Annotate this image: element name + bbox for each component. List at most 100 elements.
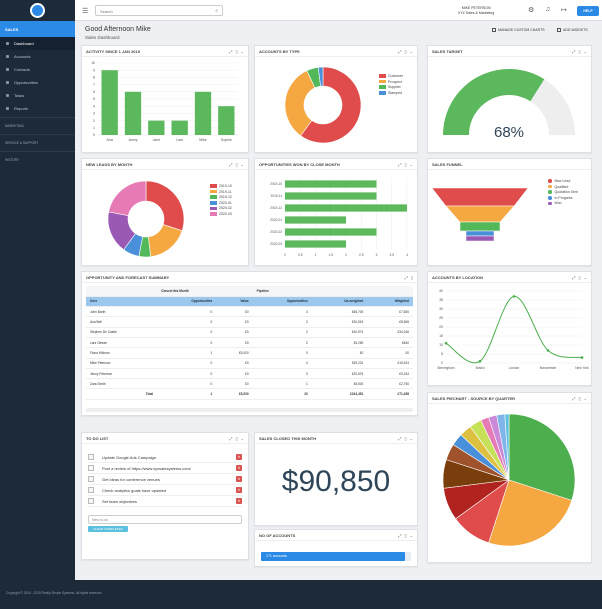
help-button[interactable]: HELP xyxy=(577,6,599,16)
search-input[interactable]: Search ⌕ xyxy=(95,5,223,16)
x-tick-label: Sophie xyxy=(221,138,232,142)
funnel-stage xyxy=(431,187,529,207)
sidebar-item-accounts[interactable]: Accounts xyxy=(0,50,75,63)
delete-icon[interactable]: ▯ xyxy=(235,435,238,441)
delete-icon[interactable]: ▯ xyxy=(404,435,407,441)
logo[interactable] xyxy=(0,0,75,21)
add-widgets-button[interactable]: ADD WIDGETS xyxy=(557,28,588,32)
new-todo-input[interactable]: New to-do xyxy=(88,515,242,524)
todo-checkbox[interactable] xyxy=(88,476,94,482)
sidebar-item-contacts[interactable]: Contacts xyxy=(0,63,75,76)
trash-icon[interactable]: ✕ xyxy=(236,487,242,493)
table-cell: Ana Bell xyxy=(86,316,158,328)
y-tick-label: 1 xyxy=(93,126,95,130)
sidebar-item-reports[interactable]: Reports xyxy=(0,102,75,115)
table-row: Stephen De Castle 0 £0 2 £40,974 £34,166 xyxy=(86,327,413,338)
data-point xyxy=(444,341,448,345)
expand-icon[interactable]: ⤢ xyxy=(398,532,402,538)
panel-title: ACTIVITY SINCE 1 JAN 2019 xyxy=(86,48,140,54)
expand-icon[interactable]: ⤢ xyxy=(229,161,233,167)
expand-icon[interactable]: ⤢ xyxy=(404,274,408,280)
legend-label: 2020-02 xyxy=(219,206,232,211)
search-icon[interactable]: ⌕ xyxy=(215,8,218,14)
chevron-down-icon[interactable]: ⌄ xyxy=(409,435,413,441)
accounts-type-chart xyxy=(284,66,362,144)
chevron-down-icon[interactable]: ⌄ xyxy=(240,161,244,167)
legend-label: Won xyxy=(554,201,562,206)
todo-item[interactable]: Check analytics goals have updated ✕ xyxy=(88,485,242,496)
todo-item[interactable]: Update Google Ads Campaign ✕ xyxy=(88,452,242,463)
y-tick-label: 10 xyxy=(91,61,95,65)
table-cell: 1 xyxy=(157,347,217,359)
sidebar-section-history[interactable]: HISTORY xyxy=(0,151,75,168)
menu-icon[interactable]: ☰ xyxy=(82,8,89,15)
expand-icon[interactable]: ⤢ xyxy=(229,48,233,54)
trash-icon[interactable]: ✕ xyxy=(236,465,242,471)
chevron-down-icon[interactable]: ⌄ xyxy=(409,532,413,538)
forecast-table-wrap: Closed this Month Pipeline User Opportunit… xyxy=(82,283,417,403)
notification-bell-icon[interactable]: ♫ xyxy=(545,6,551,13)
todo-item[interactable]: Get ideas for conference venues ✕ xyxy=(88,474,242,485)
expand-icon[interactable]: ⤢ xyxy=(398,161,402,167)
chevron-down-icon[interactable]: ⌄ xyxy=(583,48,587,54)
delete-icon[interactable]: ▯ xyxy=(578,274,581,280)
delete-icon[interactable]: ▯ xyxy=(578,395,581,401)
expand-icon[interactable]: ⤢ xyxy=(398,435,402,441)
sidebar-item-dashboard[interactable]: Dashboard xyxy=(0,37,75,50)
table-cell: 0 xyxy=(252,347,312,359)
sidebar-item-tasks[interactable]: Tasks xyxy=(0,89,75,102)
table-cell: £0 xyxy=(311,347,368,359)
clear-completed-button[interactable]: CLEAR COMPLETED xyxy=(88,526,128,532)
todo-checkbox[interactable] xyxy=(88,454,94,460)
y-tick-label: 2 xyxy=(93,119,95,123)
todo-item[interactable]: Post a review of https://www.xyzsalesyst… xyxy=(88,463,242,474)
chevron-down-icon[interactable]: ⌄ xyxy=(240,48,244,54)
funnel-stage xyxy=(445,205,515,223)
delete-icon[interactable]: ▯ xyxy=(410,274,413,280)
user-info[interactable]: MIKE PETERSON XYZ Sales & Marketing xyxy=(458,6,494,15)
settings-icon[interactable]: ⚙ xyxy=(528,7,535,14)
sidebar-item-opportunities[interactable]: Opportunities xyxy=(0,76,75,89)
todo-item[interactable]: Set team objectives ✕ xyxy=(88,496,242,507)
delete-icon[interactable]: ▯ xyxy=(404,161,407,167)
y-tick-label: 15 xyxy=(439,334,443,338)
expand-icon[interactable]: ⤢ xyxy=(572,48,576,54)
chevron-down-icon[interactable]: ⌄ xyxy=(583,274,587,280)
todo-checkbox[interactable] xyxy=(88,498,94,504)
sidebar-section-marketing[interactable]: MARKETING xyxy=(0,117,75,134)
horizontal-scrollbar[interactable] xyxy=(86,408,413,412)
delete-icon[interactable]: ▯ xyxy=(235,161,238,167)
delete-icon[interactable]: ▯ xyxy=(404,48,407,54)
legend-label: 2019-12 xyxy=(219,195,232,200)
trash-icon[interactable]: ✕ xyxy=(236,498,242,504)
sales-source-pie-chart xyxy=(442,413,576,547)
new-leads-slice xyxy=(145,180,185,232)
sidebar-section-service[interactable]: SERVICE & SUPPORT xyxy=(0,134,75,151)
sales-piechart-panel: SALES PIECHART - SOURCE BY QUARTER ⤢ ▯ ⌄ xyxy=(427,392,592,563)
chevron-down-icon[interactable]: ⌄ xyxy=(409,48,413,54)
logout-icon[interactable]: ↦ xyxy=(561,7,567,14)
expand-icon[interactable]: ⤢ xyxy=(229,435,233,441)
new-leads-slice xyxy=(147,224,183,258)
todo-label: Get ideas for conference venues xyxy=(102,476,160,482)
chevron-down-icon[interactable]: ⌄ xyxy=(583,395,587,401)
delete-icon[interactable]: ▯ xyxy=(404,532,407,538)
todo-checkbox[interactable] xyxy=(88,465,94,471)
trash-icon[interactable]: ✕ xyxy=(236,476,242,482)
accounts-type-slice xyxy=(317,66,324,87)
expand-icon[interactable]: ⤢ xyxy=(398,48,402,54)
delete-icon[interactable]: ▯ xyxy=(235,48,238,54)
table-cell: £0 xyxy=(216,306,253,318)
x-tick-label: Jami xyxy=(153,138,161,142)
trash-icon[interactable]: ✕ xyxy=(236,454,242,460)
delete-icon[interactable]: ▯ xyxy=(578,48,581,54)
todo-checkbox[interactable] xyxy=(88,487,94,493)
y-tick-label: 0 xyxy=(441,361,443,365)
chevron-down-icon[interactable]: ⌄ xyxy=(240,435,244,441)
expand-icon[interactable]: ⤢ xyxy=(572,395,576,401)
manage-custom-charts-button[interactable]: MANAGE CUSTOM CHARTS xyxy=(492,28,545,32)
expand-icon[interactable]: ⤢ xyxy=(572,274,576,280)
activity-panel: ACTIVITY SINCE 1 JAN 2019 ⤢ ▯ ⌄ 0 1 2 3 4 5 6 7 8 9 1… xyxy=(81,45,249,153)
legend-item: 2019-11 xyxy=(210,190,232,194)
chevron-down-icon[interactable]: ⌄ xyxy=(409,161,413,167)
